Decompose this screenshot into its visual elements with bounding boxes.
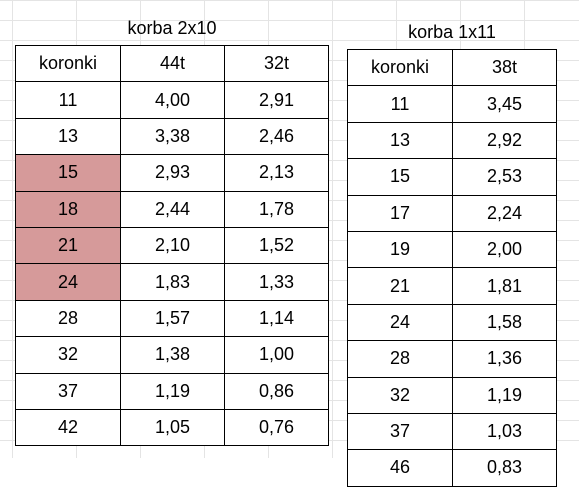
ratio-cell[interactable]: 1,03 [452, 412, 557, 451]
table-row: 24 1,58 [347, 303, 557, 342]
cog-count-cell[interactable]: 11 [347, 85, 453, 123]
ratio-cell[interactable]: 2,93 [120, 154, 225, 192]
table-row: 13 2,92 [347, 121, 557, 160]
ratio-cell[interactable]: 1,19 [452, 376, 557, 414]
table-row: 37 1,03 [347, 412, 557, 451]
ratio-cell[interactable]: 2,91 [224, 81, 329, 119]
header-row: koronki 38t [347, 48, 557, 87]
cog-count-cell[interactable]: 21 [347, 267, 453, 305]
ratio-cell[interactable]: 1,57 [120, 299, 225, 338]
table-row: 32 1,38 1,00 [15, 336, 329, 374]
cog-count-cell[interactable]: 32 [15, 336, 121, 374]
cog-count-cell[interactable]: 15 [15, 154, 121, 192]
table-row: 17 2,24 [347, 194, 557, 232]
cog-count-cell[interactable]: 19 [347, 230, 453, 269]
table-title: korba 2x10 [127, 18, 217, 38]
cog-count-cell[interactable]: 21 [15, 226, 121, 265]
cog-count-cell[interactable]: 32 [347, 376, 453, 414]
ratio-cell[interactable]: 1,19 [120, 372, 225, 410]
ratio-cell[interactable]: 1,38 [120, 336, 225, 374]
ratio-cell[interactable]: 2,00 [452, 230, 557, 269]
table-row: 37 1,19 0,86 [15, 372, 329, 410]
ratio-cell[interactable]: 1,78 [224, 190, 329, 228]
ratio-cell[interactable]: 3,38 [120, 117, 225, 156]
cog-count-cell[interactable]: 13 [347, 121, 453, 160]
cog-count-cell[interactable]: 11 [15, 81, 121, 119]
cog-count-cell[interactable]: 24 [15, 263, 121, 301]
ratio-cell[interactable]: 1,52 [224, 226, 329, 265]
table-row: 13 3,38 2,46 [15, 117, 329, 156]
table-row: 32 1,19 [347, 376, 557, 414]
table-row: 15 2,93 2,13 [15, 154, 329, 192]
ratio-cell[interactable]: 2,24 [452, 194, 557, 232]
cog-count-cell[interactable]: 37 [347, 412, 453, 451]
ratio-cell[interactable]: 2,44 [120, 190, 225, 228]
header-cell[interactable]: 44t [120, 44, 225, 83]
table-row: 15 2,53 [347, 158, 557, 196]
ratio-cell[interactable]: 3,45 [452, 85, 557, 123]
ratio-cell[interactable]: 4,00 [120, 81, 225, 119]
ratio-cell[interactable]: 1,14 [224, 299, 329, 338]
table-row: 11 3,45 [347, 85, 557, 123]
ratio-cell[interactable]: 1,58 [452, 303, 557, 342]
header-cell[interactable]: 32t [224, 44, 329, 83]
cog-count-cell[interactable]: 15 [347, 158, 453, 196]
table-row: 21 1,81 [347, 267, 557, 305]
cog-count-cell[interactable]: 24 [347, 303, 453, 342]
table-title: korba 1x11 [408, 22, 496, 42]
header-cell[interactable]: koronki [347, 48, 453, 87]
ratio-cell[interactable]: 1,81 [452, 267, 557, 305]
table-row: 21 2,10 1,52 [15, 226, 329, 265]
ratio-cell[interactable]: 0,86 [224, 372, 329, 410]
header-row: koronki 44t 32t [15, 44, 329, 83]
ratio-cell[interactable]: 1,33 [224, 263, 329, 301]
gear-ratio-table-1x11: korba 1x11 koronki 38t 11 3,45 13 2,92 15 2,53 1… [347, 22, 557, 487]
table-row: 28 1,57 1,14 [15, 299, 329, 338]
cog-count-cell[interactable]: 37 [15, 372, 121, 410]
cog-count-cell[interactable]: 28 [347, 340, 453, 378]
table-row: 24 1,83 1,33 [15, 263, 329, 301]
table-row: 19 2,00 [347, 230, 557, 269]
ratio-cell[interactable]: 2,13 [224, 154, 329, 192]
cog-count-cell[interactable]: 13 [15, 117, 121, 156]
header-cell[interactable]: koronki [15, 44, 121, 83]
gear-ratio-table-2x10: korba 2x10 koronki 44t 32t 11 4,00 2,91 13 3,38… [15, 18, 329, 447]
header-cell[interactable]: 38t [452, 48, 557, 87]
ratio-cell[interactable]: 2,46 [224, 117, 329, 156]
cog-count-cell[interactable]: 28 [15, 299, 121, 338]
ratio-cell[interactable]: 0,83 [452, 449, 557, 487]
table-row: 18 2,44 1,78 [15, 190, 329, 228]
ratio-cell[interactable]: 1,00 [224, 336, 329, 374]
cog-count-cell[interactable]: 18 [15, 190, 121, 228]
cog-count-cell[interactable]: 17 [347, 194, 453, 232]
ratio-cell[interactable]: 2,92 [452, 121, 557, 160]
ratio-cell[interactable]: 1,05 [120, 408, 225, 447]
table-row: 28 1,36 [347, 340, 557, 378]
ratio-cell[interactable]: 2,53 [452, 158, 557, 196]
table-row: 42 1,05 0,76 [15, 408, 329, 447]
cog-count-cell[interactable]: 46 [347, 449, 453, 487]
ratio-cell[interactable]: 1,36 [452, 340, 557, 378]
cog-count-cell[interactable]: 42 [15, 408, 121, 447]
ratio-cell[interactable]: 2,10 [120, 226, 225, 265]
table-row: 46 0,83 [347, 449, 557, 487]
ratio-cell[interactable]: 0,76 [224, 408, 329, 447]
table-row: 11 4,00 2,91 [15, 81, 329, 119]
ratio-cell[interactable]: 1,83 [120, 263, 225, 301]
